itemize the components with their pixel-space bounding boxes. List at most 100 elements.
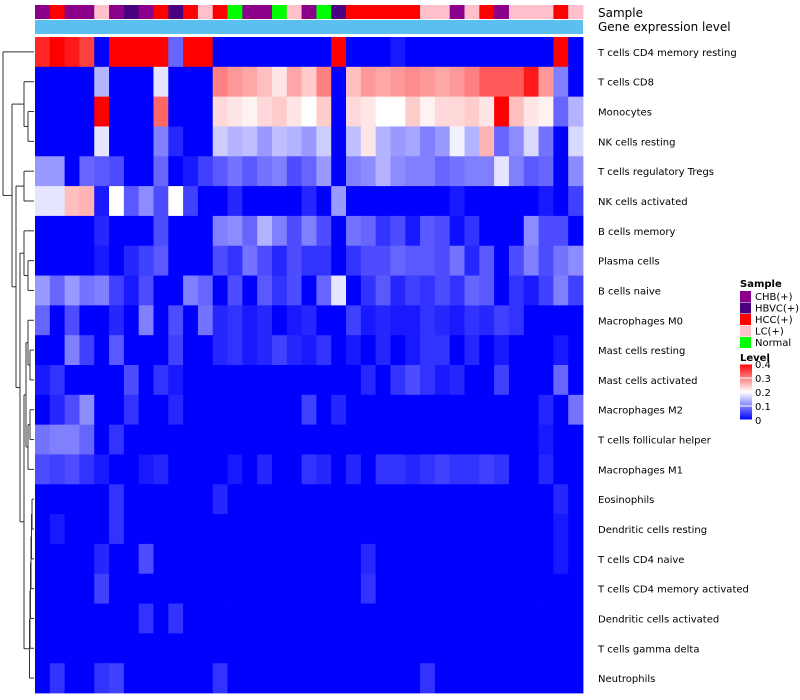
heatmap-cell bbox=[35, 66, 51, 98]
heatmap-cell bbox=[479, 126, 495, 157]
heatmap-cell bbox=[316, 186, 332, 217]
heatmap-cell bbox=[464, 454, 480, 485]
heatmap-cell bbox=[420, 126, 436, 157]
heatmap-cell bbox=[94, 543, 110, 575]
heatmap-cell bbox=[271, 663, 288, 694]
heatmap-cell bbox=[464, 215, 480, 247]
heatmap-cell bbox=[286, 514, 302, 545]
heatmap-cell bbox=[523, 394, 539, 426]
heatmap-cell bbox=[494, 543, 510, 575]
heatmap-cell bbox=[494, 66, 510, 98]
heatmap-cell bbox=[479, 484, 495, 515]
heatmap-cell bbox=[153, 215, 169, 247]
heatmap-cell bbox=[538, 663, 554, 694]
heatmap-cell bbox=[316, 394, 332, 426]
heatmap-cell bbox=[153, 156, 169, 187]
heatmap-cell bbox=[94, 126, 110, 157]
heatmap-cell bbox=[494, 275, 510, 306]
heatmap-cell bbox=[568, 37, 584, 68]
heatmap-cell bbox=[508, 66, 525, 98]
heatmap-cell bbox=[405, 365, 421, 396]
heatmap-cell bbox=[494, 126, 510, 157]
heatmap-cell bbox=[316, 573, 332, 604]
heatmap-cell bbox=[79, 156, 95, 187]
heatmap-cell bbox=[316, 37, 332, 68]
heatmap-cell bbox=[420, 37, 436, 68]
heatmap-cell bbox=[227, 126, 243, 157]
heatmap-cell bbox=[508, 186, 525, 217]
heatmap-cell bbox=[508, 424, 525, 455]
heatmap-cell bbox=[464, 394, 480, 426]
heatmap-cell bbox=[390, 305, 406, 336]
sample-legend-swatch bbox=[740, 314, 751, 325]
heatmap-cell bbox=[49, 245, 66, 276]
heatmap-cell bbox=[523, 365, 539, 396]
heatmap-cell bbox=[271, 37, 288, 68]
heatmap-cell bbox=[49, 275, 66, 306]
heatmap-cell bbox=[168, 96, 184, 127]
heatmap-cell bbox=[49, 365, 66, 396]
row-label: B cells memory bbox=[598, 227, 675, 238]
heatmap-cell bbox=[35, 156, 51, 187]
heatmap-cell bbox=[138, 305, 154, 336]
heatmap-cell bbox=[212, 66, 228, 98]
heatmap-cell bbox=[390, 365, 406, 396]
level-tick-label: 0.3 bbox=[755, 374, 771, 385]
heatmap-cell bbox=[212, 126, 228, 157]
heatmap-cell bbox=[568, 394, 584, 426]
heatmap-cell bbox=[301, 573, 317, 604]
sample-annotation-cell bbox=[553, 5, 569, 19]
heatmap-cell bbox=[405, 394, 421, 426]
heatmap-cell bbox=[212, 394, 228, 426]
heatmap-cell bbox=[138, 603, 154, 634]
heatmap-cell bbox=[375, 66, 391, 98]
row-label: Mast cells activated bbox=[598, 376, 697, 387]
heatmap-cell bbox=[242, 156, 258, 187]
heatmap-cell bbox=[49, 305, 66, 336]
sample-annotation-cell bbox=[212, 5, 228, 19]
heatmap-cell bbox=[153, 514, 169, 545]
heatmap-cell bbox=[360, 543, 377, 575]
heatmap-cell bbox=[64, 126, 80, 157]
heatmap-cell bbox=[568, 663, 584, 694]
heatmap-cell bbox=[286, 96, 302, 127]
heatmap-cell bbox=[123, 156, 140, 187]
heatmap-cell bbox=[49, 543, 66, 575]
heatmap-cell bbox=[538, 126, 554, 157]
heatmap-cell bbox=[49, 573, 66, 604]
heatmap-cell bbox=[316, 424, 332, 455]
heatmap-cell bbox=[271, 186, 288, 217]
heatmap-cell bbox=[49, 126, 66, 157]
heatmap-cell bbox=[138, 454, 154, 485]
sample-legend-swatch bbox=[740, 302, 751, 314]
heatmap-cell bbox=[301, 96, 317, 127]
heatmap-cell bbox=[286, 245, 302, 276]
heatmap-cell bbox=[153, 186, 169, 217]
sample-annotation-cell bbox=[449, 5, 465, 19]
heatmap-cell bbox=[79, 275, 95, 306]
sample-annotation-cell bbox=[538, 5, 554, 19]
heatmap-cell bbox=[360, 335, 377, 366]
heatmap-cell bbox=[553, 96, 569, 127]
heatmap-cell bbox=[538, 186, 554, 217]
heatmap-cell bbox=[286, 215, 302, 247]
heatmap-cell bbox=[301, 186, 317, 217]
heatmap-cell bbox=[538, 245, 554, 276]
heatmap-cell bbox=[286, 603, 302, 634]
heatmap-cell bbox=[375, 633, 391, 664]
gene-expression-annotation-bar bbox=[35, 20, 583, 34]
heatmap-cell bbox=[271, 543, 288, 575]
level-legend-ticks: 0.4 0.3 0.2 0.1 0 bbox=[740, 360, 771, 427]
heatmap-cell bbox=[197, 365, 214, 396]
heatmap-cell bbox=[434, 454, 451, 485]
gene-expression-bar bbox=[35, 20, 583, 34]
heatmap-cell bbox=[375, 543, 391, 575]
heatmap-cell bbox=[94, 424, 110, 455]
heatmap-cell bbox=[109, 126, 125, 157]
level-tick-label: 0 bbox=[755, 416, 761, 427]
heatmap-cell bbox=[434, 603, 451, 634]
heatmap-cell bbox=[79, 335, 95, 366]
heatmap-cell bbox=[197, 37, 214, 68]
heatmap-cell bbox=[434, 66, 451, 98]
sample-legend-label: Normal bbox=[755, 338, 791, 349]
